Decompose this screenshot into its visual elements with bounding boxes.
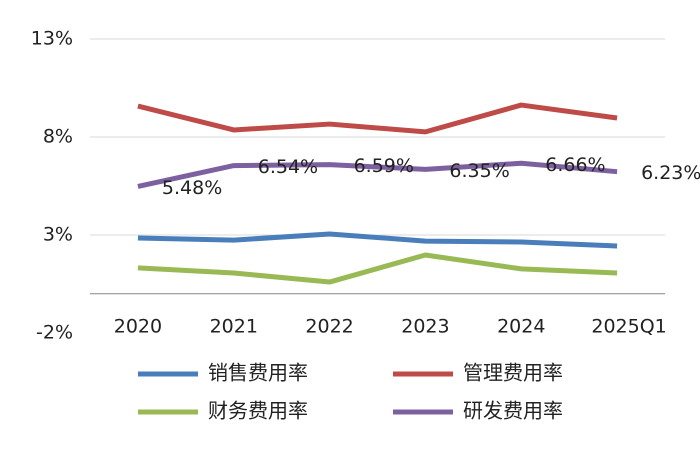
legend-label: 销售费用率 [208, 361, 308, 385]
legend-label: 财务费用率 [208, 399, 308, 423]
series-line [137, 102, 618, 135]
data-label: 6.35% [449, 160, 509, 182]
series-line [137, 231, 618, 249]
y-tick-label: 13% [31, 28, 73, 50]
x-tick-label: 2023 [401, 316, 449, 338]
data-label: 5.48% [162, 177, 222, 199]
legend-label: 研发费用率 [463, 399, 563, 423]
y-tick-label: 8% [43, 126, 73, 148]
y-tick-label: -2% [36, 322, 73, 344]
legend-label: 管理费用率 [463, 361, 563, 385]
x-tick-label: 2020 [114, 316, 162, 338]
y-tick-label: 3% [43, 224, 73, 246]
x-tick-label: 2024 [497, 316, 545, 338]
data-label: 6.54% [258, 156, 318, 178]
data-label: 6.59% [354, 155, 414, 177]
data-label: 6.66% [545, 154, 605, 176]
series-line [137, 252, 618, 285]
data-label: 6.23% [641, 162, 700, 184]
series-line [137, 160, 618, 189]
x-tick-label: 2025Q1 [591, 316, 666, 338]
x-tick-label: 2022 [305, 316, 353, 338]
x-tick-label: 2021 [210, 316, 258, 338]
